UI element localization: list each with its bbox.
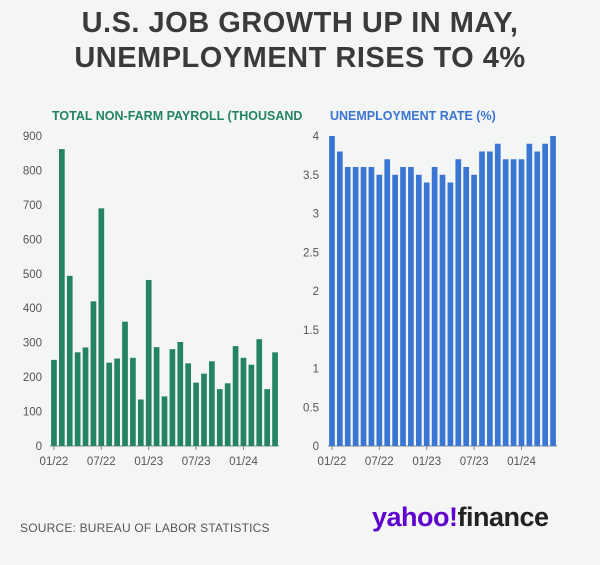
title-line-2: UNEMPLOYMENT RISES TO 4% xyxy=(74,42,526,74)
unemployment-bar xyxy=(487,151,493,446)
unemployment-bar xyxy=(400,167,406,446)
payroll-ytick-label: 100 xyxy=(23,407,42,419)
payroll-bar xyxy=(264,389,270,446)
payroll-bar xyxy=(169,349,176,446)
payroll-ytick-label: 600 xyxy=(23,234,42,246)
unemployment-ytick-label: 1.5 xyxy=(303,325,319,337)
unemployment-xtick-label: 07/22 xyxy=(365,456,394,468)
unemployment-ytick-label: 3.5 xyxy=(303,170,319,182)
payroll-bar xyxy=(185,363,192,446)
payroll-ytick-label: 400 xyxy=(23,303,42,315)
page-title: U.S. JOB GROWTH UP IN MAY, UNEMPLOYMENT … xyxy=(0,6,600,76)
unemployment-bar xyxy=(384,159,391,446)
unemployment-ytick-label: 3 xyxy=(313,209,319,221)
unemployment-xtick-label: 01/22 xyxy=(318,456,347,468)
unemployment-bar xyxy=(337,151,343,446)
payroll-bar xyxy=(137,399,144,446)
unemployment-bar xyxy=(494,143,501,446)
unemployment-bar xyxy=(463,167,470,446)
unemployment-bar xyxy=(439,174,446,446)
payroll-bar xyxy=(66,275,73,446)
unemployment-ytick-label: 4 xyxy=(313,131,320,143)
unemployment-xtick-label: 07/23 xyxy=(460,456,489,468)
payroll-bar xyxy=(98,208,105,446)
payroll-xtick-label: 07/22 xyxy=(87,456,116,468)
payroll-xtick-label: 07/23 xyxy=(182,456,211,468)
payroll-bar xyxy=(232,346,239,446)
payroll-bar xyxy=(114,358,120,446)
title-line-1: U.S. JOB GROWTH UP IN MAY, xyxy=(81,7,519,39)
payroll-bar xyxy=(201,373,207,446)
payroll-bar xyxy=(59,149,65,447)
payroll-ytick-label: 500 xyxy=(23,269,42,281)
payroll-ytick-label: 900 xyxy=(23,131,42,143)
payroll-bar xyxy=(193,382,199,446)
payroll-bar xyxy=(177,341,184,446)
unemployment-bar xyxy=(510,159,517,446)
payroll-chart-title: TOTAL NON-FARM PAYROLL (THOUSANDS) xyxy=(52,109,302,123)
payroll-ytick-label: 200 xyxy=(23,372,42,384)
payroll-bar xyxy=(153,347,160,446)
payroll-bar xyxy=(90,301,97,446)
payroll-xtick-label: 01/24 xyxy=(229,456,258,468)
source-note: SOURCE: BUREAU OF LABOR STATISTICS xyxy=(20,521,270,535)
unemployment-xtick-label: 01/24 xyxy=(507,456,536,468)
payroll-bar xyxy=(145,279,152,446)
unemployment-bar xyxy=(550,136,556,446)
unemployment-bar xyxy=(431,167,438,446)
payroll-bar xyxy=(106,362,113,446)
payroll-bar xyxy=(51,359,57,446)
payroll-bar xyxy=(224,383,231,446)
payroll-ytick-label: 800 xyxy=(23,165,42,177)
unemployment-bar xyxy=(360,167,367,446)
unemployment-ytick-label: 1 xyxy=(313,364,319,376)
unemployment-bar xyxy=(447,182,454,446)
payroll-bar xyxy=(272,352,278,446)
unemployment-ytick-label: 2 xyxy=(313,286,319,298)
unemployment-bar xyxy=(526,143,533,446)
unemployment-bar xyxy=(352,167,359,446)
payroll-ytick-label: 700 xyxy=(23,200,42,212)
payroll-xtick-label: 01/23 xyxy=(134,456,163,468)
unemployment-bar xyxy=(415,174,422,446)
unemployment-bar xyxy=(329,136,335,446)
unemployment-bar xyxy=(392,174,398,446)
payroll-bar xyxy=(82,347,89,446)
unemployment-ytick-label: 2.5 xyxy=(303,247,319,259)
payroll-xtick-label: 01/22 xyxy=(40,456,69,468)
unemployment-bar xyxy=(368,167,375,446)
unemployment-bar xyxy=(502,159,509,446)
payroll-bar xyxy=(74,352,81,446)
payroll-bar xyxy=(161,396,168,446)
unemployment-bar xyxy=(542,143,548,446)
payroll-bar xyxy=(130,357,136,446)
payroll-ytick-label: 300 xyxy=(23,338,42,350)
unemployment-bar xyxy=(408,167,414,446)
unemployment-bar xyxy=(344,167,351,446)
unemployment-bar xyxy=(471,174,477,446)
payroll-bar xyxy=(248,364,255,446)
unemployment-ytick-label: 0.5 xyxy=(303,402,319,414)
payroll-bar xyxy=(209,361,215,446)
unemployment-xtick-label: 01/23 xyxy=(412,456,441,468)
yahoo-finance-logo: yahoo!finance xyxy=(372,502,549,532)
unemployment-bar xyxy=(479,151,485,446)
unemployment-bar xyxy=(518,159,525,446)
unemployment-chart-title: UNEMPLOYMENT RATE (%) xyxy=(330,109,496,123)
unemployment-ytick-label: 0 xyxy=(313,441,319,453)
payroll-bar xyxy=(240,357,247,446)
payroll-bar xyxy=(256,339,263,446)
payroll-bar xyxy=(122,321,128,446)
payroll-bar xyxy=(216,389,223,446)
payroll-ytick-label: 0 xyxy=(36,441,42,453)
unemployment-bar xyxy=(534,151,541,446)
unemployment-bar xyxy=(376,174,383,446)
unemployment-bar xyxy=(423,182,430,446)
unemployment-bar xyxy=(455,159,462,446)
